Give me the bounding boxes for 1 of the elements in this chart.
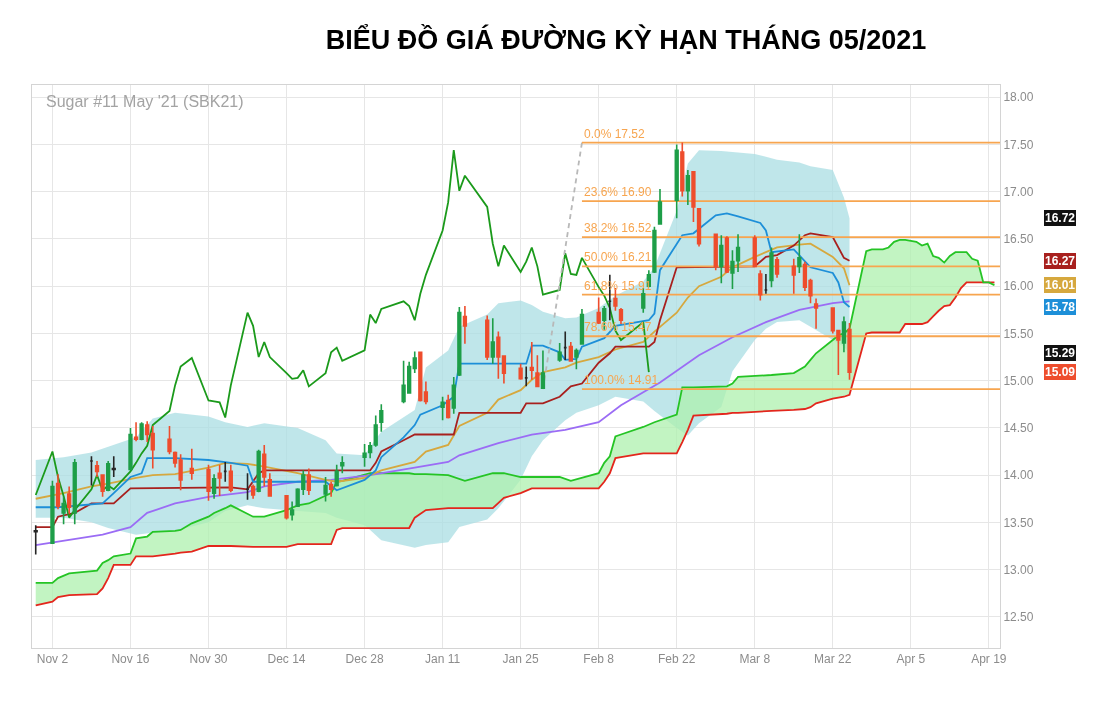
candlestick xyxy=(33,524,38,556)
